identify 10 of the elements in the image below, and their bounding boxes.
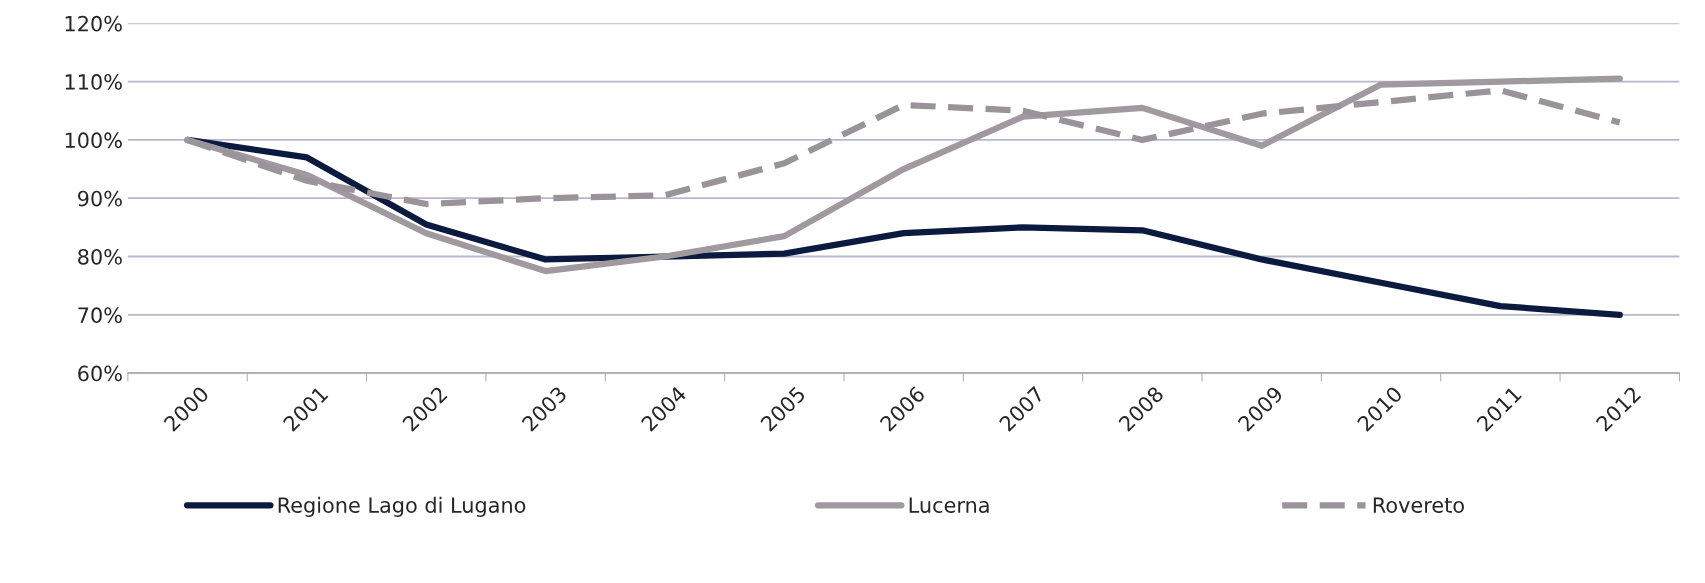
y-tick-label: 80% (78, 248, 122, 265)
y-tick-label: 120% (65, 15, 122, 32)
legend-label: Lucerna (909, 497, 989, 513)
legend-label: Regione Lago di Lugano (278, 496, 526, 517)
y-tick-label: 60% (78, 365, 122, 382)
y-tick-label: 90% (78, 190, 122, 207)
y-tick-label: 100% (65, 132, 122, 149)
y-tick-label: 110% (65, 74, 122, 90)
y-tick-label: 70% (78, 307, 122, 324)
legend-label: Rovereto (1373, 497, 1464, 513)
